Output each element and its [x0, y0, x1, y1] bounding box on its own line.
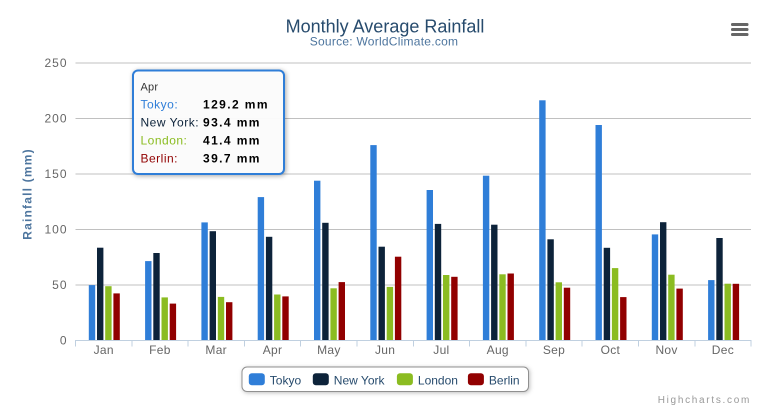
svg-text:Sep: Sep	[543, 343, 565, 357]
svg-text:Feb: Feb	[149, 343, 171, 357]
svg-text:Tokyo: Tokyo	[270, 374, 302, 388]
svg-text:Apr: Apr	[141, 82, 159, 94]
svg-text:Oct: Oct	[601, 343, 621, 357]
svg-text:150: 150	[44, 167, 67, 181]
svg-text:New York: New York	[334, 374, 386, 388]
svg-text:0: 0	[60, 334, 68, 348]
svg-text:Jun: Jun	[375, 343, 395, 357]
svg-text:Source: WorldClimate.com: Source: WorldClimate.com	[310, 35, 459, 49]
svg-text:Apr: Apr	[263, 343, 283, 357]
svg-text:200: 200	[44, 112, 67, 126]
svg-text:41.4 mm: 41.4 mm	[203, 134, 261, 148]
svg-text:100: 100	[44, 223, 67, 237]
svg-text:129.2 mm: 129.2 mm	[203, 98, 269, 112]
svg-text:Berlin: Berlin	[489, 374, 520, 388]
svg-text:May: May	[317, 343, 341, 357]
svg-text:Jan: Jan	[94, 343, 114, 357]
svg-text:London: London	[418, 374, 458, 388]
svg-text:New York:: New York:	[141, 116, 200, 130]
svg-text:50: 50	[52, 278, 67, 292]
svg-text:250: 250	[44, 56, 67, 70]
svg-text:Rainfall (mm): Rainfall (mm)	[21, 148, 35, 240]
svg-text:Mar: Mar	[205, 343, 227, 357]
svg-text:London:: London:	[141, 134, 188, 148]
svg-text:Jul: Jul	[433, 343, 449, 357]
svg-text:Highcharts.com: Highcharts.com	[658, 395, 751, 406]
svg-text:Berlin:: Berlin:	[141, 152, 179, 166]
svg-text:Monthly Average Rainfall: Monthly Average Rainfall	[286, 17, 485, 37]
svg-text:Nov: Nov	[655, 343, 677, 357]
svg-text:93.4 mm: 93.4 mm	[203, 116, 261, 130]
svg-text:Dec: Dec	[712, 343, 734, 357]
svg-text:Tokyo:: Tokyo:	[141, 98, 179, 112]
svg-text:39.7 mm: 39.7 mm	[203, 152, 261, 166]
svg-text:Aug: Aug	[487, 343, 509, 357]
